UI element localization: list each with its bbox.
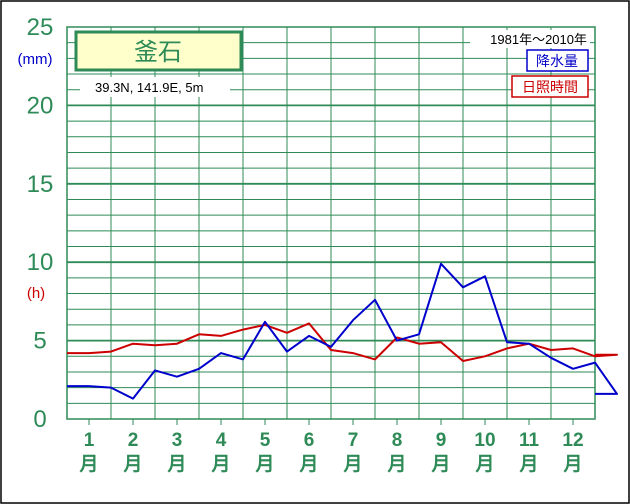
month-suffix-label: 月 [298,454,318,475]
y-tick-label: 25 [27,14,54,41]
month-number-label: 1 [84,430,95,451]
month-suffix-label: 月 [474,454,494,475]
month-number-label: 7 [348,430,359,451]
y-tick-label: 5 [33,328,46,355]
period-box [470,30,590,48]
y-tick-label: 15 [27,171,54,198]
legend-precip-label: 降水量 [536,53,578,69]
y-tick-label: 0 [33,406,46,433]
station-name-box [74,30,243,72]
month-number-label: 11 [519,430,540,451]
legend-sunshine-label: 日照時間 [522,79,578,95]
month-labels: 1 月 2 月 3 月 4 月 5 月 6 月 7 月 8 月 9 月 10 月 11 月 12 月 [78,430,583,475]
station-name: 釜石 [134,39,182,66]
month-suffix-label: 月 [562,454,582,475]
month-suffix-label: 月 [78,454,98,475]
month-suffix-label: 月 [166,454,186,475]
y-tick-label: 20 [27,92,54,119]
y-tick-label: 10 [27,249,54,276]
period-label: 1981年～2010年 [490,32,587,47]
y-tick-labels: 25 20 15 10 5 0 [27,14,54,433]
month-suffix-label: 月 [342,454,362,475]
month-suffix-label: 月 [210,454,230,475]
month-number-label: 2 [128,430,139,451]
station-coords: 39.3N, 141.9E, 5m [95,80,203,95]
month-number-label: 3 [172,430,183,451]
precipitation-line [67,262,618,400]
y-unit-hours: (h) [27,285,45,302]
month-number-label: 4 [216,430,227,451]
coords-box [80,77,230,97]
sunshine-line [67,322,618,362]
legend-precip-box [526,49,589,72]
y-unit-mm: (mm) [18,51,53,68]
month-suffix-label: 月 [386,454,406,475]
month-number-label: 5 [260,430,271,451]
month-number-label: 6 [304,430,315,451]
month-suffix-label: 月 [518,454,538,475]
month-suffix-label: 月 [254,454,274,475]
month-number-label: 9 [436,430,447,451]
month-number-label: 12 [562,430,583,451]
month-suffix-label: 月 [122,454,142,475]
month-suffix-label: 月 [430,454,450,475]
month-number-label: 10 [474,430,495,451]
legend-sunshine-box [511,75,589,98]
month-number-label: 8 [392,430,403,451]
